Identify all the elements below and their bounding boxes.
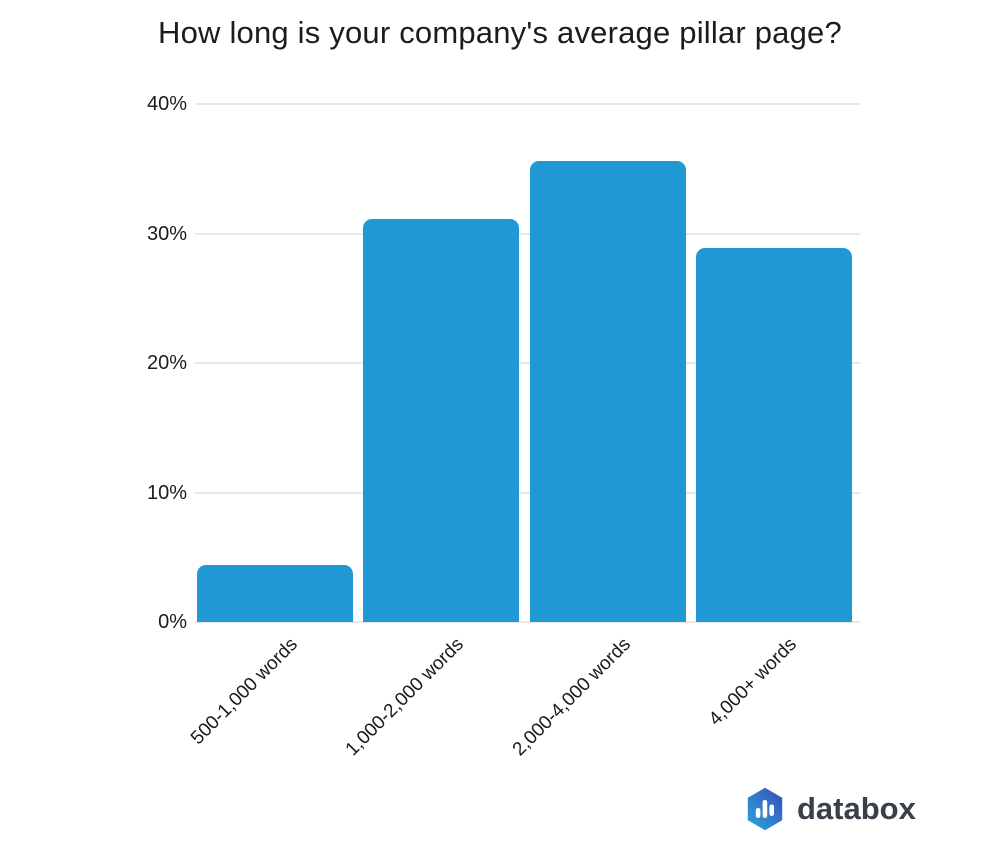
y-tick-label: 0% xyxy=(158,611,187,633)
databox-logo: databox xyxy=(746,787,916,831)
bar-1 xyxy=(197,565,353,622)
x-tick-label: 500-1,000 words xyxy=(186,634,302,749)
gridline-0% xyxy=(195,621,860,623)
gridline-30% xyxy=(195,232,860,235)
chart-title: How long is your company's average pilla… xyxy=(158,15,842,50)
gridline-10% xyxy=(195,491,860,494)
databox-hexagon-bars-icon xyxy=(747,787,783,831)
bar-3 xyxy=(530,160,686,622)
y-tick-label: 30% xyxy=(146,222,187,245)
gridline-20% xyxy=(195,362,860,364)
y-tick-label: 10% xyxy=(146,481,187,504)
x-tick-label: 1,000-2,000 words xyxy=(341,634,468,761)
databox-wordmark: databox xyxy=(797,791,916,826)
bar-4 xyxy=(696,247,852,622)
gridline-40% xyxy=(195,103,860,105)
bar-2 xyxy=(363,219,519,622)
y-tick-label: 40% xyxy=(146,93,187,115)
x-tick-label: 2,000-4,000 words xyxy=(508,634,635,761)
y-tick-label: 20% xyxy=(146,352,187,374)
